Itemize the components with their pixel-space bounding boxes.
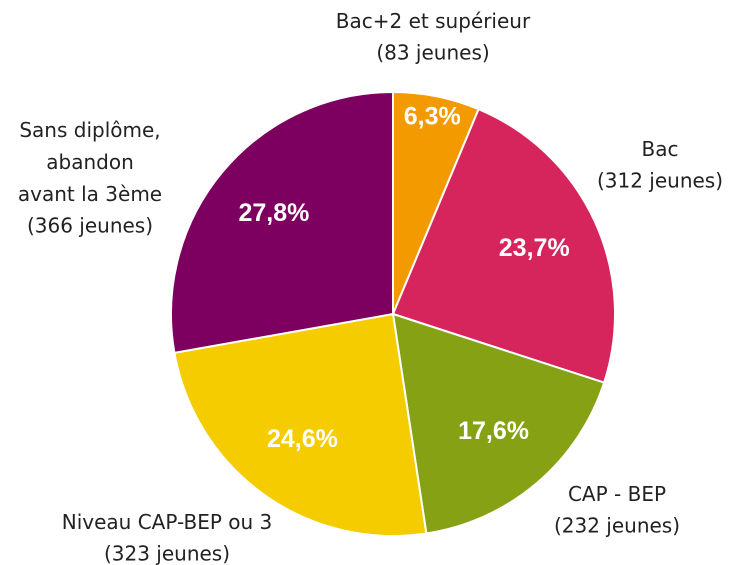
slice-percentage: 27,8% xyxy=(238,199,309,227)
label-line: CAP - BEP xyxy=(568,482,666,506)
label-line: Bac xyxy=(642,137,679,161)
slice-label: Niveau CAP-BEP ou 3 xyxy=(62,510,273,534)
slice-label: CAP - BEP xyxy=(568,482,666,506)
label-line: Bac+2 et supérieur xyxy=(336,9,531,33)
pie-slice xyxy=(173,312,428,537)
slice-percentage: 24,6% xyxy=(267,425,338,453)
slice-label: Sans diplôme, abandon avant la 3ème xyxy=(18,118,162,206)
slice-label: Bac xyxy=(642,137,679,161)
slice-count: (232 jeunes) xyxy=(554,514,680,538)
slice-percentage: 17,6% xyxy=(458,417,529,445)
slice-percentage: 23,7% xyxy=(499,234,570,262)
slice-label: Bac+2 et supérieur xyxy=(336,9,531,33)
label-line: avant la 3ème xyxy=(18,182,162,206)
slice-count: (323 jeunes) xyxy=(104,542,230,565)
pie-slice xyxy=(170,90,394,355)
label-line: abandon xyxy=(46,150,134,174)
slice-count: (312 jeunes) xyxy=(597,169,723,193)
pie-slice xyxy=(391,312,606,535)
label-line: Niveau CAP-BEP ou 3 xyxy=(62,510,273,534)
slice-percentage: 6,3% xyxy=(404,103,461,131)
pie-slice xyxy=(391,107,616,384)
slice-count: (83 jeunes) xyxy=(376,41,489,65)
label-line: Sans diplôme, xyxy=(19,118,160,142)
slice-count: (366 jeunes) xyxy=(27,214,153,238)
